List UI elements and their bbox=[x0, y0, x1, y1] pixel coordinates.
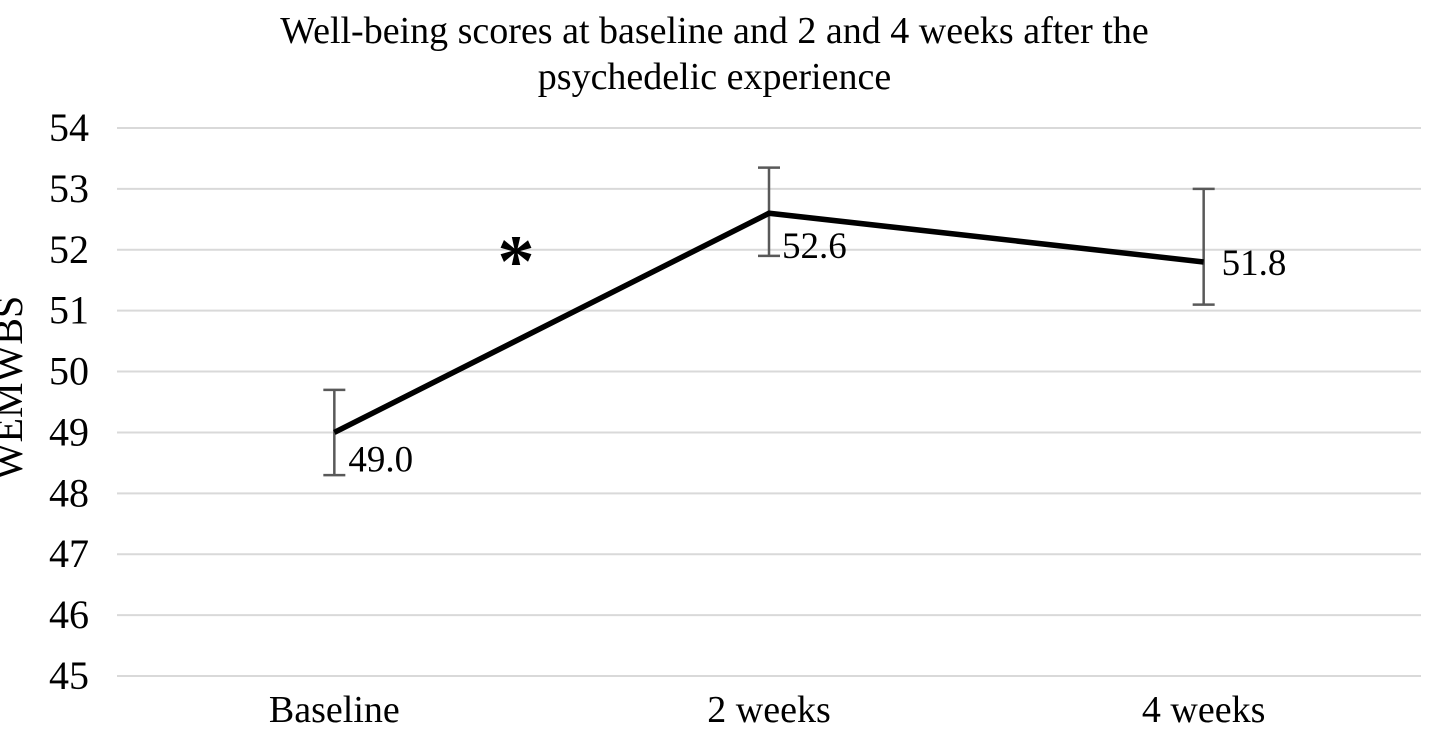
y-tick-label: 45 bbox=[49, 653, 89, 698]
y-tick-label: 52 bbox=[49, 227, 89, 272]
series-line bbox=[333, 210, 1204, 435]
significance-asterisk: * bbox=[498, 221, 535, 303]
data-label: 51.8 bbox=[1222, 243, 1287, 284]
y-tick-label: 48 bbox=[49, 470, 89, 515]
chart-title-line1: Well-being scores at baseline and 2 and … bbox=[280, 10, 1149, 52]
data-label: 49.0 bbox=[348, 439, 413, 480]
y-tick-label: 47 bbox=[49, 531, 89, 576]
x-axis-label: 2 weeks bbox=[707, 689, 830, 731]
x-axis-label: Baseline bbox=[269, 689, 400, 731]
chart-title: Well-being scores at baseline and 2 and … bbox=[0, 8, 1429, 100]
y-tick-label: 49 bbox=[49, 409, 89, 454]
chart-title-line2: psychedelic experience bbox=[537, 56, 892, 98]
y-tick-label: 53 bbox=[49, 166, 89, 211]
x-axis-label: 4 weeks bbox=[1142, 689, 1265, 731]
y-tick-label: 51 bbox=[49, 288, 89, 333]
y-tick-label: 46 bbox=[49, 592, 89, 637]
y-axis-title: WEMWBS bbox=[0, 296, 31, 480]
y-tick-label: 54 bbox=[49, 105, 89, 150]
data-label: 52.6 bbox=[782, 226, 847, 267]
y-tick-label: 50 bbox=[49, 349, 89, 394]
